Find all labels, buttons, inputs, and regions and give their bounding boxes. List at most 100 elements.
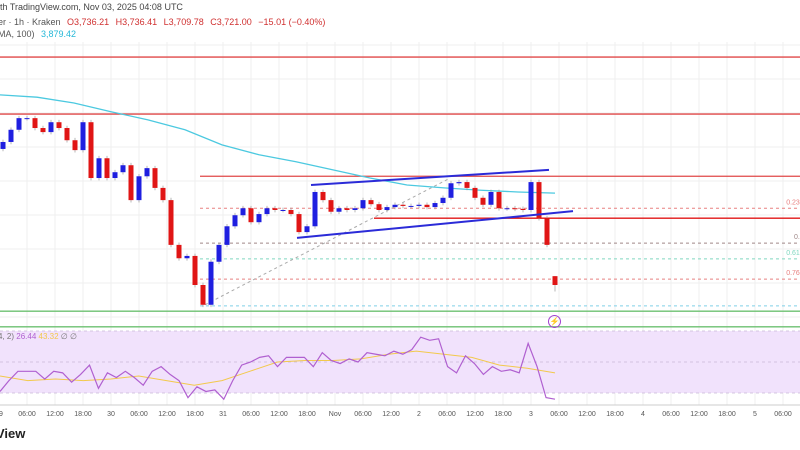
candle [312,191,318,227]
candle [40,128,46,133]
high-value: H3,736.41 [115,17,158,27]
candle [280,210,286,211]
fib-level-label: 0.236 ( [786,199,800,206]
candle [352,208,358,210]
replay-lightning-icon[interactable]: ⚡ [548,315,561,328]
candle [552,276,558,285]
candle [424,204,430,208]
fib-anchor-line [204,177,451,306]
candle [288,210,294,215]
ohlc-legend: er · 1h · Kraken O3,736.21 H3,736.41 L3,… [0,17,329,27]
x-tick-label: 18:00 [494,411,512,418]
x-tick-label: 06:00 [354,411,372,418]
rsi-legend: 4, 2) 26.44 43.32 ∅ ∅ [0,332,77,341]
candle [480,197,486,205]
candle [464,182,470,188]
candle [336,208,342,212]
candle [392,204,398,208]
candle [72,140,78,151]
candle [368,200,374,205]
candle [160,187,166,201]
sma-value: 3,879.42 [41,29,77,39]
symbol-info: er · 1h · Kraken [0,17,61,27]
brand-footer: View [0,426,26,441]
candle [240,208,246,216]
candle [344,208,350,210]
fib-level-label: 0.5 ( [794,234,800,241]
sma-label: MA, 100) [0,29,35,39]
rsi-extra-2: ∅ [69,332,77,341]
x-tick-label: 18:00 [718,411,736,418]
x-tick-label: 3 [529,411,533,418]
candle [536,182,542,219]
candle [168,200,174,245]
x-tick-label: 18:00 [298,411,316,418]
x-tick-label: 06:00 [774,411,792,418]
x-tick-label: 12:00 [690,411,708,418]
candle [64,128,70,141]
x-tick-label: 30 [107,411,115,418]
x-tick-label: 2 [417,411,421,418]
x-tick-label: 06:00 [130,411,148,418]
candle [456,182,462,184]
sma-100-line [0,94,556,194]
candle [0,141,6,149]
fib-level-label: 0.618 ( [786,250,800,257]
candle [88,122,94,179]
x-tick-label: 5 [753,411,757,418]
candle [136,176,142,201]
rsi-ma-value: 43.32 [38,332,59,341]
published-text: ith TradingView.com, Nov 03, 2025 04:08 … [0,2,183,12]
rsi-line [0,336,556,401]
close-value: C3,721.00 [210,17,252,27]
rsi-label: 4, 2) [0,332,15,341]
x-tick-label: 12:00 [46,411,64,418]
x-tick-label: 06:00 [662,411,680,418]
candle [264,208,270,215]
candle [112,172,118,179]
x-tick-label: 12:00 [466,411,484,418]
published-info: ith TradingView.com, Nov 03, 2025 04:08 … [0,2,187,12]
candle [512,208,518,210]
candle [440,197,446,204]
x-tick-label: 06:00 [18,411,36,418]
sma-legend: MA, 100) 3,879.42 [0,29,80,39]
candle [56,122,62,129]
candle [328,200,334,212]
candle [448,183,454,198]
candle [208,261,214,305]
candle [32,118,38,129]
x-tick-label: 18:00 [186,411,204,418]
candle [128,165,134,201]
candle [176,244,182,259]
candle [272,208,278,210]
candle [544,218,550,245]
candle [216,244,222,262]
candle [232,215,238,227]
candle [496,191,502,209]
x-tick-label: 31 [219,411,227,418]
candle [224,226,230,245]
candle [192,255,198,285]
candle [96,158,102,179]
candle [256,214,262,223]
x-tick-label: 12:00 [158,411,176,418]
candle [416,204,422,206]
x-tick-label: 12:00 [382,411,400,418]
candle [48,122,54,133]
candle [360,200,366,209]
rsi-ma-line [0,350,556,386]
candle [304,226,310,233]
candle [408,205,414,207]
candle [528,182,534,210]
x-tick-label: 06:00 [550,411,568,418]
x-tick-label: 06:00 [242,411,260,418]
candle [384,207,390,210]
candle [104,158,110,179]
candle [432,203,438,208]
x-tick-label: 06:00 [438,411,456,418]
trendline [310,168,550,186]
candle [16,118,22,130]
x-tick-label: 12:00 [578,411,596,418]
